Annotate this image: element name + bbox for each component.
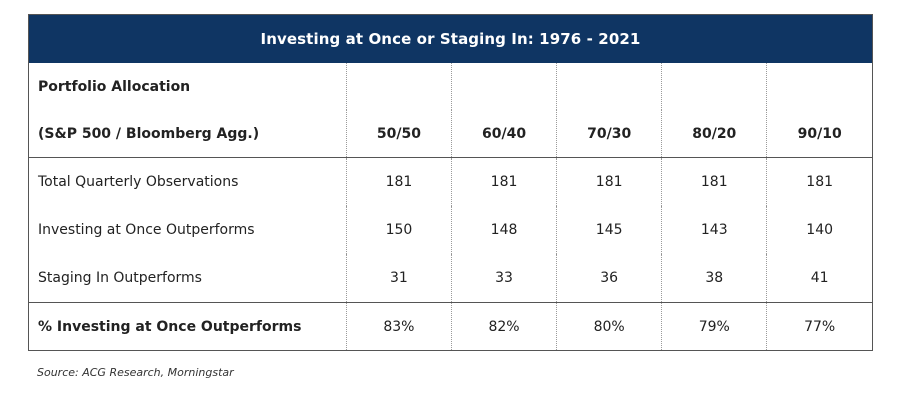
- summary-row: % Investing at Once Outperforms 83% 82% …: [29, 302, 872, 350]
- summary-cell: 79%: [661, 302, 767, 350]
- row-label: Total Quarterly Observations: [38, 174, 239, 190]
- table-cell: 31: [345, 254, 452, 303]
- table-cell: 33: [450, 254, 557, 303]
- table-cell: 145: [556, 206, 662, 254]
- table-cell: 181: [661, 157, 767, 206]
- header-row-top: Portfolio Allocation: [29, 63, 872, 110]
- data-table: Investing at Once or Staging In: 1976 - …: [28, 14, 873, 351]
- table-row: Total Quarterly Observations 181 181 181…: [29, 157, 872, 206]
- header-row-bottom: (S&P 500 / Bloomberg Agg.) 50/50 60/40 7…: [29, 110, 872, 158]
- summary-cell: 80%: [556, 302, 662, 350]
- table-cell: 36: [556, 254, 662, 303]
- column-header: 60/40: [450, 110, 557, 158]
- header-label-line1: Portfolio Allocation: [38, 78, 191, 95]
- column-header: 90/10: [766, 110, 872, 158]
- row-label: Staging In Outperforms: [29, 254, 347, 303]
- table-cell: 181: [450, 157, 557, 206]
- header-label-line2: (S&P 500 / Bloomberg Agg.): [29, 110, 347, 158]
- table-cell: 41: [766, 254, 872, 303]
- table-cell: 150: [345, 206, 452, 254]
- table-cell: 148: [450, 206, 557, 254]
- summary-cell: 82%: [450, 302, 557, 350]
- table-cell: 38: [661, 254, 767, 303]
- column-header: 70/30: [556, 110, 662, 158]
- summary-cell: 83%: [345, 302, 452, 350]
- table-cell: 181: [345, 157, 452, 206]
- column-header: 50/50: [345, 110, 452, 158]
- table-cell: 143: [661, 206, 767, 254]
- table-row: Staging In Outperforms 31 33 36 38 41: [29, 254, 872, 303]
- row-label: Investing at Once Outperforms: [38, 222, 255, 238]
- summary-cell: 77%: [766, 302, 872, 350]
- source-note: Source: ACG Research, Morningstar: [37, 366, 234, 379]
- table-cell: 140: [766, 206, 872, 254]
- column-header: 80/20: [661, 110, 767, 158]
- summary-label: % Investing at Once Outperforms: [38, 318, 302, 335]
- table-cell: 181: [556, 157, 662, 206]
- allocation-table: Portfolio Allocation (S&P 500 / Bloomber…: [29, 63, 872, 350]
- table-cell: 181: [766, 157, 872, 206]
- table-row: Investing at Once Outperforms 150 148 14…: [29, 206, 872, 254]
- table-title: Investing at Once or Staging In: 1976 - …: [29, 15, 872, 63]
